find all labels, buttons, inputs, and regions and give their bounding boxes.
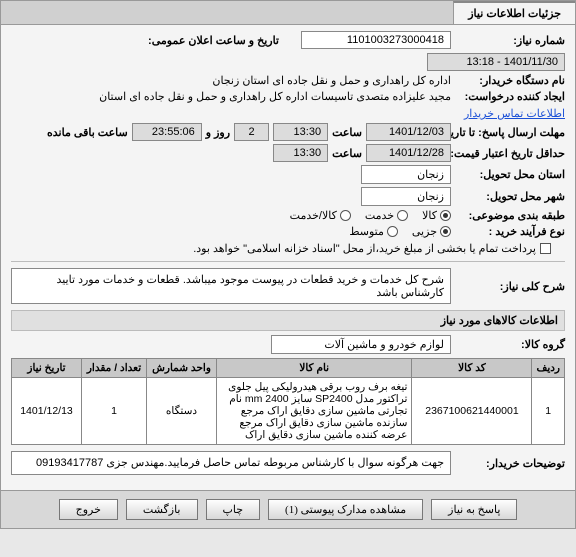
need-no-label: شماره نیاز:	[455, 34, 565, 47]
min-credit-time: 13:30	[273, 144, 328, 162]
buyer-notes-field: جهت هرگونه سوال با کارشناس مربوطه تماس ح…	[11, 451, 451, 475]
radio-icon	[397, 210, 408, 221]
respond-button[interactable]: پاسخ به نیاز	[431, 499, 517, 520]
buyer-value: اداره کل راهداری و حمل و نقل جاده ای است…	[212, 74, 451, 87]
tab-details[interactable]: جزئیات اطلاعات نیاز	[453, 1, 575, 24]
radio-khadamat[interactable]: خدمت	[365, 209, 408, 222]
attachments-button[interactable]: مشاهده مدارک پیوستی (1)	[268, 499, 423, 520]
tab-bar: جزئیات اطلاعات نیاز	[1, 1, 575, 25]
time-label-1: ساعت	[332, 126, 362, 139]
process-radio-group: جزیی متوسط	[349, 225, 451, 238]
th-row: ردیف	[532, 359, 565, 378]
creator-value: مجید علیزاده متصدی تاسیسات اداره کل راهد…	[99, 90, 451, 103]
radio-kala-label: کالا	[422, 209, 437, 222]
form-body: شماره نیاز: 1101003273000418 تاریخ و ساع…	[1, 25, 575, 484]
min-credit-date: 1401/12/28	[366, 144, 451, 162]
province-field: زنجان	[361, 165, 451, 184]
buyer-notes-label: توضیحات خریدار:	[455, 457, 565, 470]
radio-khadamat-label: خدمت	[365, 209, 394, 222]
table-header-row: ردیف کد کالا نام کالا واحد شمارش تعداد /…	[12, 359, 565, 378]
th-qty: تعداد / مقدار	[82, 359, 147, 378]
time-label-2: ساعت	[332, 147, 362, 160]
creator-label: ایجاد کننده درخواست:	[455, 90, 565, 103]
radio-icon	[440, 226, 451, 237]
pay-note-check[interactable]: پرداخت تمام یا بخشی از مبلغ خرید،از محل …	[193, 242, 551, 255]
th-date: تاریخ نیاز	[12, 359, 82, 378]
need-no-field: 1101003273000418	[301, 31, 451, 49]
desc-title-label: شرح کلی نیاز:	[455, 280, 565, 293]
radio-icon	[340, 210, 351, 221]
items-section-title: اطلاعات کالاهای مورد نیاز	[11, 310, 565, 331]
exit-button[interactable]: خروج	[59, 499, 118, 520]
announce-field: 1401/11/30 - 13:18	[427, 53, 565, 71]
back-button[interactable]: بازگشت	[126, 499, 198, 520]
radio-proc-a[interactable]: جزیی	[412, 225, 451, 238]
need-details-window: جزئیات اطلاعات نیاز شماره نیاز: 11010032…	[0, 0, 576, 529]
th-code: کد کالا	[412, 359, 532, 378]
radio-kala[interactable]: کالا	[422, 209, 451, 222]
cell-name: تیغه برف روب برقی هیدرولیکی پیل جلوی ترا…	[217, 378, 412, 445]
radio-proc-a-label: جزیی	[412, 225, 437, 238]
announce-label: تاریخ و ساعت اعلان عمومی:	[148, 34, 279, 47]
deadline-time: 13:30	[273, 123, 328, 141]
table-row[interactable]: 1 2367100621440001 تیغه برف روب برقی هید…	[12, 378, 565, 445]
cell-unit: دستگاه	[147, 378, 217, 445]
items-table: ردیف کد کالا نام کالا واحد شمارش تعداد /…	[11, 358, 565, 445]
cell-idx: 1	[532, 378, 565, 445]
days-and-label: روز و	[206, 126, 230, 139]
remain-time: 23:55:06	[132, 123, 202, 141]
th-unit: واحد شمارش	[147, 359, 217, 378]
cell-qty: 1	[82, 378, 147, 445]
pay-note-text: پرداخت تمام یا بخشی از مبلغ خرید،از محل …	[193, 242, 536, 255]
radio-mix[interactable]: کالا/خدمت	[290, 209, 351, 222]
process-label: نوع فرآیند خرید :	[455, 225, 565, 238]
category-label: طبقه بندی موضوعی:	[455, 209, 565, 222]
remain-label: ساعت باقی مانده	[47, 126, 128, 139]
radio-icon	[387, 226, 398, 237]
category-radio-group: کالا خدمت کالا/خدمت	[290, 209, 451, 222]
th-name: نام کالا	[217, 359, 412, 378]
checkbox-icon	[540, 243, 551, 254]
min-credit-label: حداقل تاریخ اعتبار قیمت: تا تاریخ:	[455, 147, 565, 160]
city-label: شهر محل تحویل:	[455, 190, 565, 203]
desc-field: شرح کل خدمات و خرید قطعات در پیوست موجود…	[11, 268, 451, 304]
group-label: گروه کالا:	[455, 338, 565, 351]
deadline-label: مهلت ارسال پاسخ: تا تاریخ:	[455, 126, 565, 139]
contact-link[interactable]: اطلاعات تماس خریدار	[464, 107, 565, 120]
radio-proc-b-label: متوسط	[349, 225, 384, 238]
remain-days: 2	[234, 123, 269, 141]
deadline-date: 1401/12/03	[366, 123, 451, 141]
radio-proc-b[interactable]: متوسط	[349, 225, 398, 238]
city-field: زنجان	[361, 187, 451, 206]
province-label: استان محل تحویل:	[455, 168, 565, 181]
cell-date: 1401/12/13	[12, 378, 82, 445]
cell-code: 2367100621440001	[412, 378, 532, 445]
buyer-label: نام دستگاه خریدار:	[455, 74, 565, 87]
group-field: لوازم خودرو و ماشین آلات	[271, 335, 451, 354]
footer-buttons: پاسخ به نیاز مشاهده مدارک پیوستی (1) چاپ…	[1, 490, 575, 528]
radio-mix-label: کالا/خدمت	[290, 209, 337, 222]
radio-icon	[440, 210, 451, 221]
print-button[interactable]: چاپ	[206, 499, 261, 520]
